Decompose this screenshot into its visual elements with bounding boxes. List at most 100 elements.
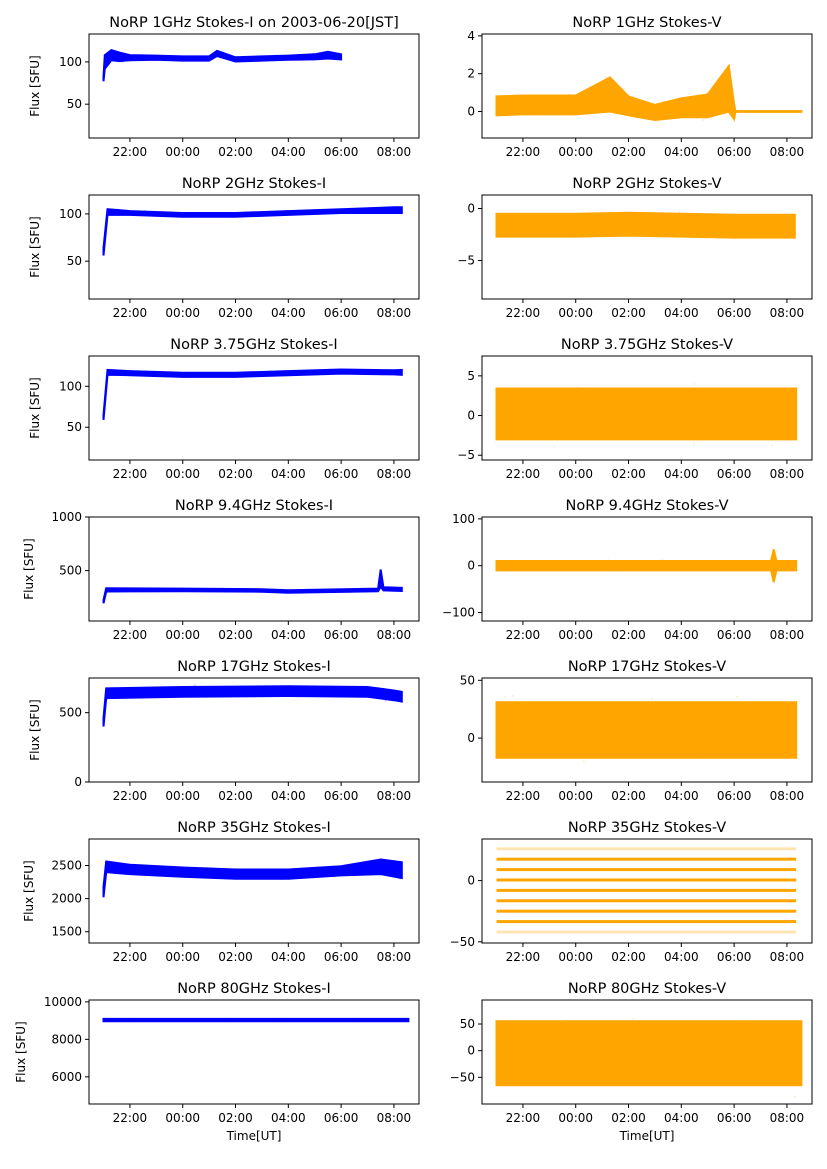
data-band xyxy=(102,1017,410,1023)
data-point xyxy=(122,865,124,868)
data-point xyxy=(195,588,198,591)
data-point xyxy=(283,1019,286,1021)
data-point xyxy=(677,111,680,114)
data-point xyxy=(303,1019,306,1022)
data-point xyxy=(214,588,216,591)
data-point xyxy=(137,869,140,872)
data-point xyxy=(537,1031,540,1034)
data-point xyxy=(163,588,166,591)
data-point xyxy=(281,688,284,691)
data-point xyxy=(267,590,270,593)
data-point xyxy=(556,107,558,110)
data-point xyxy=(261,1019,264,1022)
data-point xyxy=(528,405,530,408)
data-point xyxy=(553,1061,555,1064)
x-tick-label: 00:00 xyxy=(558,467,593,481)
data-point xyxy=(287,688,290,691)
data-point xyxy=(128,1019,131,1022)
data-point xyxy=(137,589,140,592)
data-point xyxy=(538,217,541,220)
data-point xyxy=(528,227,531,230)
data-point xyxy=(543,566,546,569)
x-axis-label: Time[UT] xyxy=(226,1129,282,1143)
data-point xyxy=(761,425,764,428)
data-point xyxy=(382,368,385,371)
data-point xyxy=(675,105,678,107)
x-tick-label: 02:00 xyxy=(611,628,646,642)
data-point xyxy=(399,697,402,700)
data-point xyxy=(359,689,362,692)
data-point xyxy=(797,1070,800,1073)
data-point xyxy=(702,227,704,230)
data-point xyxy=(213,873,216,875)
data-point xyxy=(599,566,602,569)
data-point xyxy=(697,220,700,222)
data-point xyxy=(264,876,267,878)
data-point xyxy=(284,1020,287,1023)
data-point xyxy=(762,224,765,227)
data-point xyxy=(516,565,518,567)
data-point xyxy=(702,104,705,107)
data-point xyxy=(222,1018,225,1021)
data-point xyxy=(330,371,333,374)
data-point xyxy=(181,213,184,216)
data-point xyxy=(191,868,194,871)
data-point xyxy=(113,55,116,58)
data-point xyxy=(295,57,298,59)
data-point xyxy=(220,690,223,693)
data-point xyxy=(299,589,302,592)
data-point xyxy=(619,1023,622,1026)
data-point xyxy=(515,233,518,236)
data-point xyxy=(168,588,171,591)
data-point xyxy=(754,228,756,231)
data-point xyxy=(708,1056,710,1059)
data-point xyxy=(243,590,246,593)
data-point xyxy=(788,110,791,113)
data-point xyxy=(206,215,209,218)
data-point xyxy=(251,1019,254,1022)
x-tick-label: 02:00 xyxy=(218,628,253,642)
data-point xyxy=(649,1045,652,1048)
data-point xyxy=(231,688,234,691)
data-point xyxy=(241,870,243,873)
data-point xyxy=(252,691,255,694)
data-point xyxy=(550,219,553,222)
data-point xyxy=(546,720,549,722)
x-axis-label: Time[UT] xyxy=(619,1129,675,1143)
data-point xyxy=(151,57,154,60)
data-point xyxy=(316,54,318,57)
data-point xyxy=(721,76,724,79)
data-point xyxy=(534,108,537,111)
data-point xyxy=(709,108,712,111)
data-point xyxy=(202,1018,204,1021)
data-point xyxy=(499,564,501,566)
data-point xyxy=(269,694,272,696)
data-point xyxy=(137,1018,140,1021)
data-point xyxy=(698,565,700,568)
data-point xyxy=(179,869,182,872)
data-point xyxy=(282,372,285,375)
data-point xyxy=(589,420,592,423)
data-point xyxy=(219,372,222,375)
data-point xyxy=(196,58,199,61)
data-point xyxy=(299,371,301,374)
data-point xyxy=(207,373,210,375)
data-point xyxy=(106,695,109,697)
data-point xyxy=(120,692,123,695)
y-tick-label: 100 xyxy=(59,207,82,221)
data-point xyxy=(131,1019,134,1022)
data-point xyxy=(717,101,719,104)
data-point xyxy=(289,213,292,216)
data-point xyxy=(206,866,209,869)
data-point xyxy=(765,110,768,113)
data-point xyxy=(768,566,771,569)
data-point xyxy=(761,566,764,569)
data-point xyxy=(153,693,155,696)
data-point xyxy=(721,91,724,94)
data-point xyxy=(348,688,350,691)
data-point xyxy=(130,373,132,375)
data-point xyxy=(261,689,264,692)
data-point xyxy=(569,564,571,567)
data-point xyxy=(298,590,301,593)
data-point xyxy=(400,869,403,872)
